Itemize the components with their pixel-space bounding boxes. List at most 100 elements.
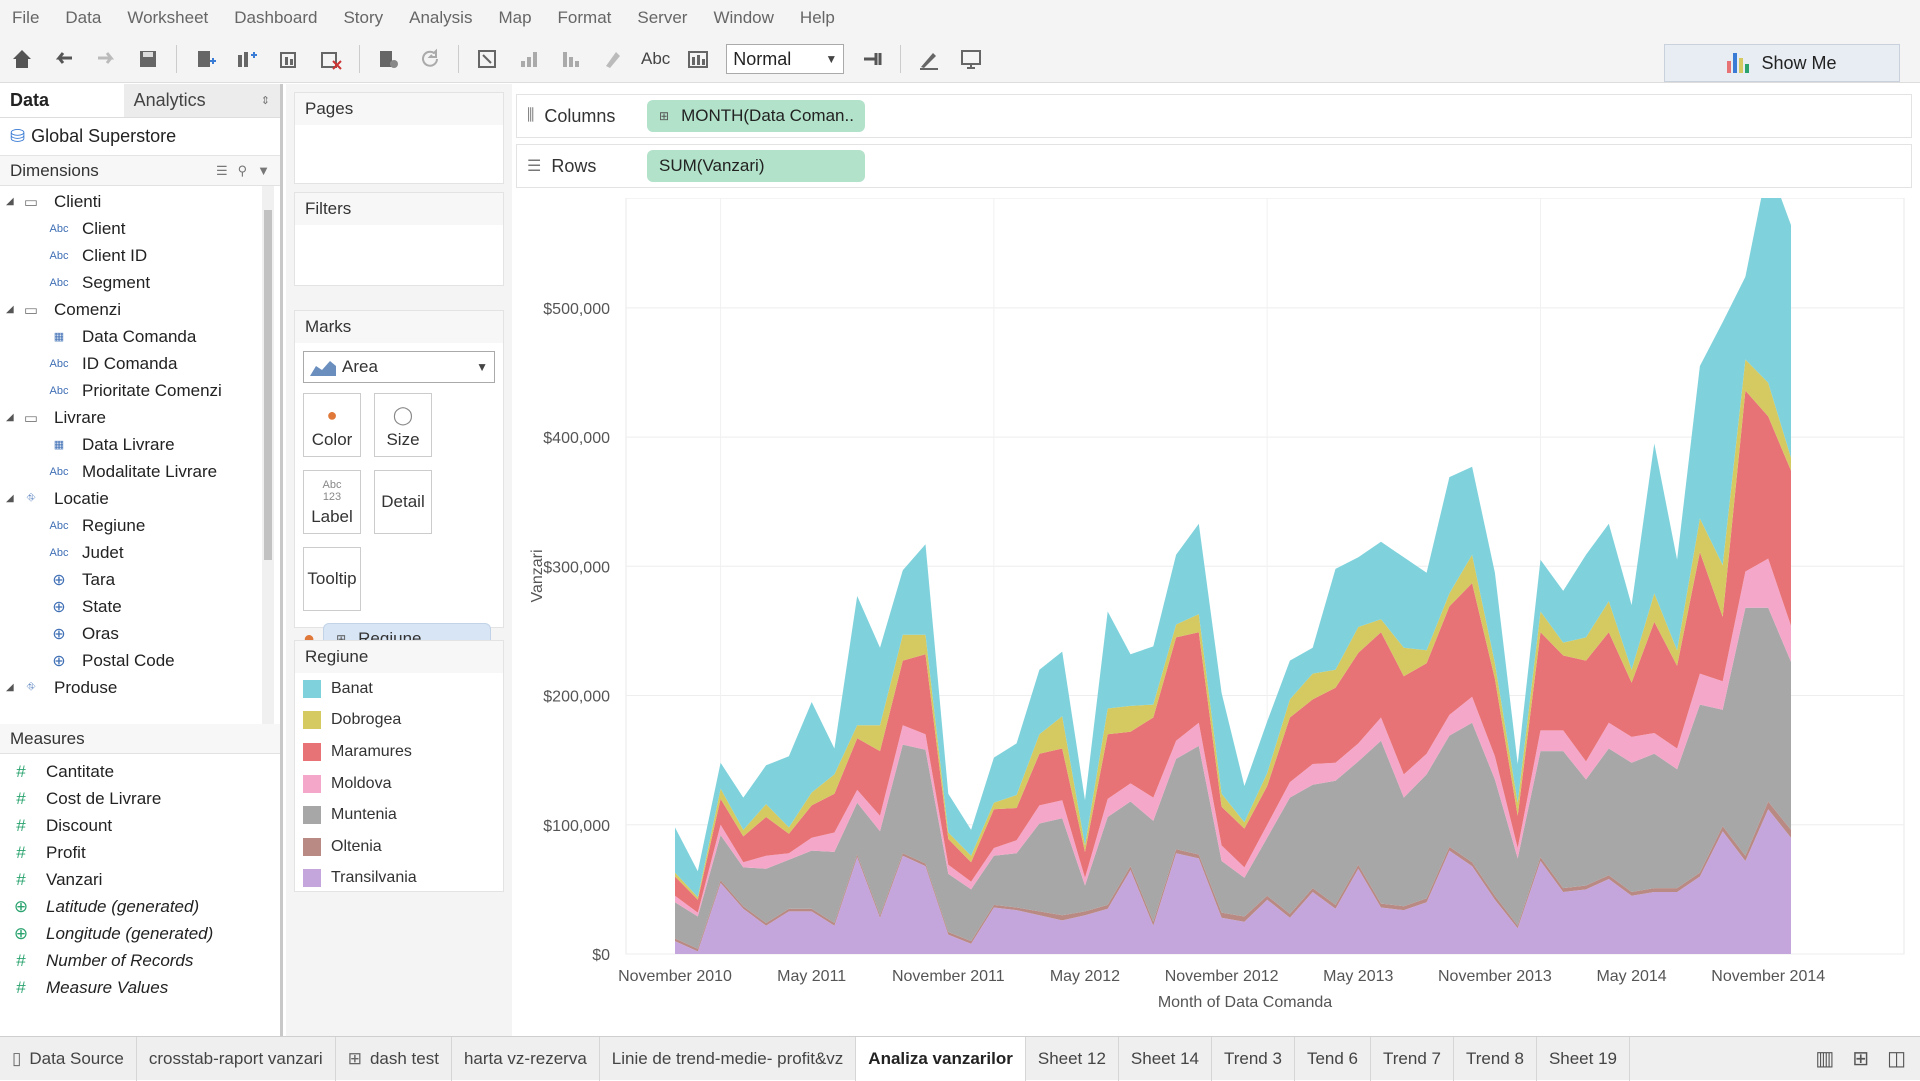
dimension-id-comanda[interactable]: Abc ID Comanda — [0, 350, 280, 377]
dimension-comenzi[interactable]: ◢ ▭ Comenzi — [0, 296, 280, 323]
menu-item-file[interactable]: File — [12, 8, 40, 27]
menu-item-window[interactable]: Window — [713, 8, 774, 27]
measure-cost-de-livrare[interactable]: # Cost de Livrare — [0, 785, 280, 812]
scrollbar-thumb[interactable] — [264, 210, 272, 560]
tab-data[interactable]: Data — [0, 84, 124, 117]
menu-item-dashboard[interactable]: Dashboard — [234, 8, 318, 27]
sheet-tab-tend-6[interactable]: Tend 6 — [1295, 1036, 1371, 1081]
presentation-mode-icon[interactable] — [957, 45, 985, 73]
menu-item-worksheet[interactable]: Worksheet — [127, 8, 209, 27]
dimension-livrare[interactable]: ◢ ▭ Livrare — [0, 404, 280, 431]
legend-item-dobrogea[interactable]: Dobrogea — [295, 705, 503, 737]
menu-item-analysis[interactable]: Analysis — [409, 8, 473, 27]
detail-button[interactable]: Detail — [374, 470, 432, 534]
area-series-transilvania[interactable] — [675, 809, 1791, 954]
undo-icon[interactable] — [50, 45, 78, 73]
legend-item-moldova[interactable]: Moldova — [295, 768, 503, 800]
dimension-state[interactable]: ⊕ State — [0, 593, 280, 620]
menu-item-server[interactable]: Server — [637, 8, 688, 27]
sheet-tab-sheet-19[interactable]: Sheet 19 — [1537, 1036, 1630, 1081]
area-series-muntenia[interactable] — [675, 607, 1791, 949]
dimension-produse[interactable]: ◢ ⛗ Produse — [0, 674, 280, 701]
measure-profit[interactable]: # Profit — [0, 839, 280, 866]
sheet-tab-harta-vz-rezerva[interactable]: harta vz-rezerva — [452, 1036, 600, 1081]
rows-shelf[interactable]: ☰ Rows SUM(Vanzari) — [516, 144, 1912, 188]
mark-type-select[interactable]: Area ▼ — [303, 351, 495, 383]
new-worksheet-icon[interactable] — [233, 45, 261, 73]
fix-axes-icon[interactable] — [858, 45, 886, 73]
measure-longitude-generated-[interactable]: ⊕ Longitude (generated) — [0, 920, 280, 947]
dimension-oras[interactable]: ⊕ Oras — [0, 620, 280, 647]
collapse-triangle-icon[interactable]: ◢ — [6, 493, 14, 504]
dimensions-scrollbar[interactable] — [262, 186, 274, 724]
legend-item-maramures[interactable]: Maramures — [295, 736, 503, 768]
measure-number-of-records[interactable]: # Number of Records — [0, 947, 280, 974]
legend-item-banat[interactable]: Banat — [295, 673, 503, 705]
collapse-triangle-icon[interactable]: ◢ — [6, 304, 14, 315]
highlight-icon[interactable] — [599, 45, 627, 73]
duplicate-sheet-icon[interactable] — [275, 45, 303, 73]
list-view-icon[interactable]: ☰ — [215, 162, 228, 178]
dimension-regiune[interactable]: Abc Regiune — [0, 512, 280, 539]
menu-item-format[interactable]: Format — [557, 8, 612, 27]
columns-shelf[interactable]: ⫼ Columns ⊞ MONTH(Data Coman.. — [516, 94, 1912, 138]
dimension-data-comanda[interactable]: ▦ Data Comanda — [0, 323, 280, 350]
dimension-tara[interactable]: ⊕ Tara — [0, 566, 280, 593]
dimension-client-id[interactable]: Abc Client ID — [0, 242, 280, 269]
menu-item-help[interactable]: Help — [799, 8, 835, 27]
color-button[interactable]: ● Color — [303, 393, 361, 457]
new-worksheet-icon[interactable]: ▥ — [1815, 1048, 1835, 1070]
pages-card[interactable]: Pages — [294, 92, 504, 184]
dimension-judet[interactable]: Abc Judet — [0, 539, 280, 566]
sheet-tab-crosstab-raport-vanzari[interactable]: crosstab-raport vanzari — [137, 1036, 336, 1081]
dimension-postal-code[interactable]: ⊕ Postal Code — [0, 647, 280, 674]
measure-measure-values[interactable]: # Measure Values — [0, 974, 280, 1001]
sheet-tab-linie-de-trend-medie-profit-vz[interactable]: Linie de trend-medie- profit&vz — [600, 1036, 857, 1081]
area-series-moldova[interactable] — [675, 558, 1791, 917]
sheet-tab-trend-7[interactable]: Trend 7 — [1371, 1036, 1454, 1081]
new-datasource-icon[interactable] — [191, 45, 219, 73]
dimension-data-livrare[interactable]: ▦ Data Livrare — [0, 431, 280, 458]
collapse-triangle-icon[interactable]: ◢ — [6, 196, 14, 207]
sort-descending-icon[interactable] — [557, 45, 585, 73]
sheet-tab-trend-8[interactable]: Trend 8 — [1454, 1036, 1537, 1081]
tab-analytics[interactable]: Analytics ⇕ — [123, 84, 280, 117]
menu-item-data[interactable]: Data — [65, 8, 102, 27]
sheet-tab-analiza-vanzarilor[interactable]: Analiza vanzarilor — [856, 1036, 1026, 1081]
filters-card[interactable]: Filters — [294, 192, 504, 286]
annotate-icon[interactable] — [915, 45, 943, 73]
show-hide-cards-icon[interactable] — [684, 45, 712, 73]
dimension-clienti[interactable]: ◢ ▭ Clienti — [0, 188, 280, 215]
measure-discount[interactable]: # Discount — [0, 812, 280, 839]
dimension-client[interactable]: Abc Client — [0, 215, 280, 242]
sheet-tab-dash-test[interactable]: ⊞ dash test — [336, 1036, 452, 1081]
label-button[interactable]: Abc 123 Label — [303, 470, 361, 534]
home-icon[interactable] — [8, 45, 36, 73]
dimension-locatie[interactable]: ◢ ⛗ Locatie — [0, 485, 280, 512]
sheet-tab-sheet-12[interactable]: Sheet 12 — [1026, 1036, 1119, 1081]
legend-item-oltenia[interactable]: Oltenia — [295, 831, 503, 863]
sheet-tab-trend-3[interactable]: Trend 3 — [1212, 1036, 1295, 1081]
save-icon[interactable] — [134, 45, 162, 73]
rows-pill[interactable]: SUM(Vanzari) — [647, 150, 865, 182]
show-me-button[interactable]: Show Me — [1664, 44, 1900, 82]
legend-item-transilvania[interactable]: Transilvania — [295, 863, 503, 895]
redo-icon[interactable] — [92, 45, 120, 73]
measure-latitude-generated-[interactable]: ⊕ Latitude (generated) — [0, 893, 280, 920]
pause-updates-icon[interactable] — [374, 45, 402, 73]
columns-pill[interactable]: ⊞ MONTH(Data Coman.. — [647, 100, 865, 132]
area-series-maramures[interactable] — [675, 390, 1791, 913]
collapse-triangle-icon[interactable]: ◢ — [6, 682, 14, 693]
show-labels-button[interactable]: Abc — [641, 49, 671, 68]
menu-item-story[interactable]: Story — [343, 8, 384, 27]
dimension-modalitate-livrare[interactable]: Abc Modalitate Livrare — [0, 458, 280, 485]
measure-vanzari[interactable]: # Vanzari — [0, 866, 280, 893]
clear-sheet-icon[interactable] — [317, 45, 345, 73]
new-story-icon[interactable]: ◫ — [1887, 1048, 1906, 1070]
dimension-prioritate-comenzi[interactable]: Abc Prioritate Comenzi — [0, 377, 280, 404]
fit-select[interactable]: Normal ▼ — [726, 44, 845, 74]
search-icon[interactable]: ⚲ — [237, 162, 248, 178]
datasource-item[interactable]: ⛁ Global Superstore — [0, 118, 280, 156]
menu-item-map[interactable]: Map — [498, 8, 532, 27]
collapse-triangle-icon[interactable]: ◢ — [6, 412, 14, 423]
